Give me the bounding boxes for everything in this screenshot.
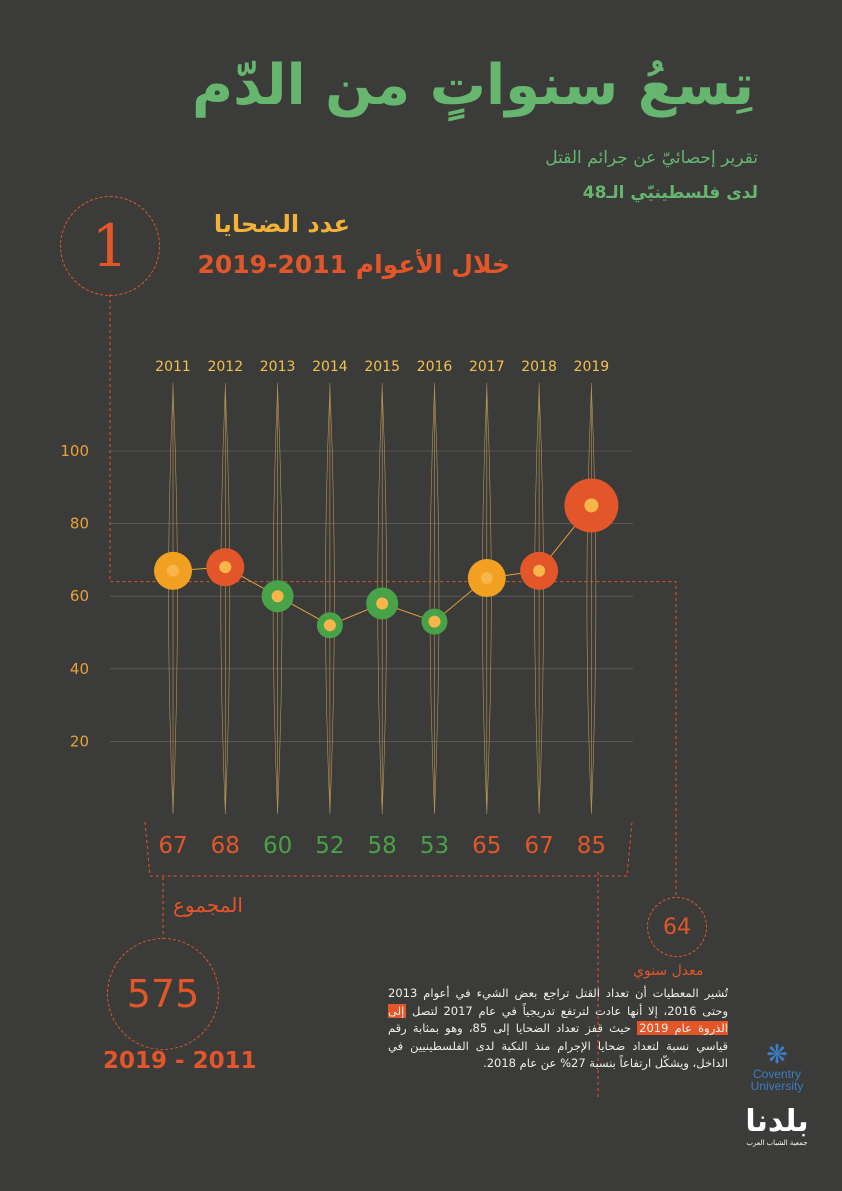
value-label: 53 bbox=[420, 833, 449, 859]
y-tick-label: 80 bbox=[70, 515, 89, 533]
value-label: 67 bbox=[158, 833, 187, 859]
average-label: معدل سنوي bbox=[633, 963, 704, 979]
y-axis-ticks: 20 40 60 80 100 bbox=[60, 442, 89, 750]
section-title: عدد الضحايا bbox=[213, 210, 350, 238]
total-range: 2019 - 2011 bbox=[103, 1048, 257, 1074]
description-text-1: تُشير المعطيات أن تعداد القتل تراجع بعض … bbox=[388, 986, 729, 1018]
y-tick-label: 20 bbox=[70, 732, 89, 750]
section-subtitle: خلال الأعوام 2011-2019 bbox=[197, 250, 510, 279]
data-point-center bbox=[584, 498, 599, 513]
x-tick-label: 2013 bbox=[260, 359, 296, 375]
value-label: 68 bbox=[211, 833, 240, 859]
dashed-connectors bbox=[109, 294, 677, 1100]
total-label: المجموع bbox=[173, 893, 243, 917]
coventry-logo: ❋ Coventry University bbox=[742, 1042, 812, 1092]
data-point-center bbox=[480, 572, 493, 585]
section-number-badge: 1 bbox=[60, 196, 160, 296]
baladna-tagline: جمعية الشباب العرب bbox=[746, 1139, 808, 1147]
baladna-wordmark: بلدنا bbox=[745, 1104, 809, 1139]
report-subtitle: تقرير إحصائيّ عن جرائم القتل bbox=[545, 148, 758, 168]
y-tick-label: 60 bbox=[70, 587, 89, 605]
infographic-title: تِسعُ سنواتٍ من الدّم bbox=[192, 53, 754, 118]
value-label: 65 bbox=[472, 833, 501, 859]
data-point-center bbox=[428, 615, 441, 628]
value-labels: 67 68 60 52 58 53 65 67 85 bbox=[158, 833, 606, 859]
x-tick-label: 2012 bbox=[207, 359, 243, 375]
value-label: 67 bbox=[524, 833, 553, 859]
coventry-name: Coventry University bbox=[750, 1067, 804, 1093]
x-tick-label: 2017 bbox=[469, 359, 505, 375]
x-tick-label: 2016 bbox=[417, 359, 453, 375]
value-bracket bbox=[144, 821, 633, 877]
data-point-center bbox=[271, 590, 284, 603]
data-point-center bbox=[323, 619, 336, 632]
report-subtitle-audience: لدى فلسطينيّي الـ48 bbox=[582, 183, 758, 203]
data-point-center bbox=[167, 564, 179, 577]
data-points bbox=[154, 478, 619, 639]
x-tick-label: 2019 bbox=[574, 359, 610, 375]
description-text-2: حيث قفز تعداد الضحايا إلى 85، وهو بمثابة… bbox=[388, 1021, 728, 1071]
value-label: 52 bbox=[315, 833, 344, 859]
y-tick-label: 100 bbox=[60, 442, 89, 460]
data-point-center bbox=[376, 597, 389, 610]
x-tick-label: 2014 bbox=[312, 359, 348, 375]
total-value: 575 bbox=[107, 938, 219, 1050]
description-paragraph: تُشير المعطيات أن تعداد القتل تراجع بعض … bbox=[388, 985, 728, 1073]
value-label: 85 bbox=[577, 833, 606, 859]
average-connector bbox=[109, 294, 677, 897]
value-label: 58 bbox=[368, 833, 397, 859]
x-tick-label: 2015 bbox=[364, 359, 400, 375]
y-tick-label: 40 bbox=[70, 660, 89, 678]
chart-grid bbox=[110, 450, 633, 742]
data-point-center bbox=[533, 564, 546, 577]
value-label: 60 bbox=[263, 833, 292, 859]
x-tick-label: 2011 bbox=[155, 359, 191, 375]
x-tick-label: 2018 bbox=[521, 359, 557, 375]
average-value: 64 bbox=[647, 897, 707, 957]
x-axis-labels: 2011 2012 2013 2014 2015 2016 2017 2018 2019 bbox=[155, 359, 609, 375]
baladna-logo: بلدنا جمعية الشباب العرب bbox=[742, 1104, 812, 1148]
data-point-center bbox=[219, 561, 232, 574]
phoenix-icon: ❋ bbox=[766, 1040, 788, 1070]
